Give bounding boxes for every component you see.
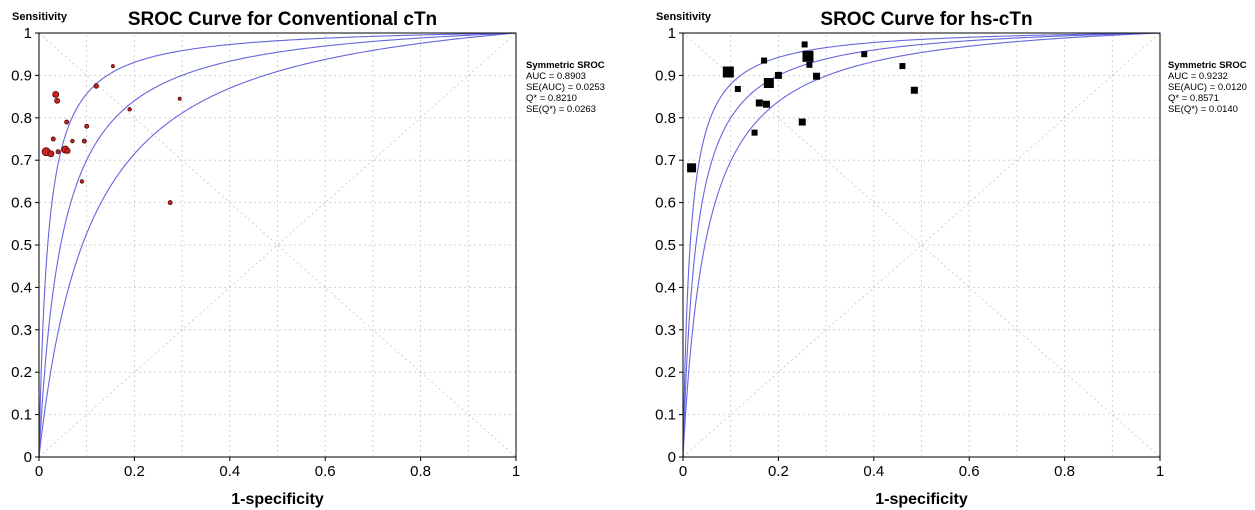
y-axis-label: Sensitivity: [12, 11, 68, 23]
chart-title: SROC Curve for Conventional cTn: [128, 9, 437, 30]
study-point: [79, 179, 85, 184]
x-tick-label: 0.4: [219, 463, 240, 480]
study-point: [64, 147, 71, 154]
x-tick-label: 1: [1156, 463, 1164, 480]
sroc-stats: Symmetric SROC AUC = 0.9232 SE(AUC) = 0.…: [1168, 60, 1247, 115]
study-point: [167, 200, 173, 206]
y-tick-label: 0.5: [655, 237, 676, 254]
study-point: [70, 138, 75, 144]
study-point: [801, 41, 808, 48]
y-tick-label: 0.2: [11, 364, 32, 381]
y-tick-label: 0.1: [655, 407, 676, 424]
y-tick-label: 0.4: [11, 279, 32, 296]
q-star-diagonal: [38, 32, 517, 458]
study-point: [110, 64, 115, 69]
sroc-stats: Symmetric SROC AUC = 0.8903 SE(AUC) = 0.…: [526, 60, 605, 115]
y-tick-label: 0.6: [11, 195, 32, 212]
sroc-confidence-curve: [682, 32, 1161, 457]
study-point: [84, 123, 90, 129]
x-tick-label: 0.2: [124, 463, 145, 480]
study-point: [52, 91, 60, 98]
study-point: [899, 63, 906, 70]
sroc-stat-se-q: SE(Q*) = 0.0140: [1168, 104, 1238, 115]
sroc-curve: [38, 32, 517, 457]
study-point: [722, 66, 734, 78]
study-point: [806, 61, 813, 68]
y-tick-label: 0.9: [11, 67, 32, 84]
sroc-stat-se-auc: SE(AUC) = 0.0253: [526, 82, 605, 93]
chart-conventional-ctn: 0 0.2 0.4 0.6 0.8 1 0 0.1 0.2 0.3 0.4 0.5 0.6 0.7 0.8 0…: [11, 9, 605, 508]
sroc-stat-se-q: SE(Q*) = 0.0263: [526, 104, 596, 115]
y-tick-label: 0.6: [655, 195, 676, 212]
chart-hs-ctn: 0 0.2 0.4 0.6 0.8 1 0 0.1 0.2 0.3 0.4 0.5 0.6 0.7 0.8 0…: [655, 9, 1247, 508]
sroc-stat-se-auc: SE(AUC) = 0.0120: [1168, 82, 1247, 93]
y-tick-label: 1: [24, 25, 32, 42]
study-point: [81, 138, 87, 144]
y-tick-label: 0: [24, 449, 32, 466]
study-point: [802, 50, 814, 62]
y-tick-label: 0.7: [11, 152, 32, 169]
sroc-stats-heading: Symmetric SROC: [1168, 60, 1247, 71]
study-point: [813, 72, 821, 80]
sroc-confidence-curve: [682, 32, 1161, 457]
study-point: [910, 86, 918, 94]
y-tick-label: 0.3: [655, 322, 676, 339]
x-tick-label: 0: [35, 463, 43, 480]
study-point: [751, 129, 758, 136]
y-tick-label: 0.8: [11, 110, 32, 127]
sroc-stat-auc: AUC = 0.8903: [526, 71, 586, 82]
sroc-confidence-curve: [38, 32, 517, 457]
y-tick-label: 0.7: [655, 152, 676, 169]
study-point: [55, 149, 61, 155]
plot-frame: [682, 32, 1161, 458]
y-tick-label: 0: [668, 449, 676, 466]
study-point: [763, 78, 774, 89]
study-point: [762, 100, 770, 108]
sroc-stats-heading: Symmetric SROC: [526, 60, 605, 71]
sroc-stat-auc: AUC = 0.9232: [1168, 71, 1228, 82]
y-tick-label: 1: [668, 25, 676, 42]
x-tick-label: 0.6: [315, 463, 336, 480]
study-point: [47, 150, 55, 158]
x-axis-label: 1-specificity: [875, 491, 968, 508]
x-tick-label: 0.8: [410, 463, 431, 480]
chance-diagonal: [682, 32, 1161, 458]
sroc-curve: [682, 32, 1161, 457]
sroc-confidence-curve: [38, 32, 517, 458]
x-tick-label: 0: [679, 463, 687, 480]
study-point: [734, 85, 741, 92]
study-point: [755, 99, 763, 107]
y-tick-label: 0.9: [655, 67, 676, 84]
y-tick-label: 0.2: [655, 364, 676, 381]
y-tick-label: 0.4: [655, 279, 676, 296]
study-point: [127, 107, 132, 112]
x-tick-label: 0.2: [768, 463, 789, 480]
study-point: [93, 83, 99, 89]
study-point: [774, 71, 782, 79]
y-tick-label: 0.8: [655, 110, 676, 127]
x-tick-label: 0.8: [1054, 463, 1075, 480]
plot-frame: [38, 32, 517, 458]
x-tick-label: 0.4: [863, 463, 884, 480]
y-tick-label: 0.5: [11, 237, 32, 254]
study-point: [50, 136, 56, 142]
x-tick-label: 0.6: [959, 463, 980, 480]
study-point: [798, 118, 806, 126]
x-tick-label: 1: [512, 463, 520, 480]
sroc-stat-q: Q* = 0.8571: [1168, 93, 1219, 104]
study-point: [761, 57, 768, 64]
study-point: [861, 51, 868, 58]
study-point: [177, 96, 182, 101]
y-axis-label: Sensitivity: [656, 11, 712, 23]
sroc-stat-q: Q* = 0.8210: [526, 93, 577, 104]
study-point: [687, 163, 697, 173]
chart-title: SROC Curve for hs-cTn: [820, 9, 1032, 30]
y-tick-label: 0.3: [11, 322, 32, 339]
study-point: [54, 97, 61, 104]
x-axis-label: 1-specificity: [231, 491, 324, 508]
study-point: [64, 119, 70, 125]
y-tick-label: 0.1: [11, 407, 32, 424]
chance-diagonal: [38, 32, 517, 458]
